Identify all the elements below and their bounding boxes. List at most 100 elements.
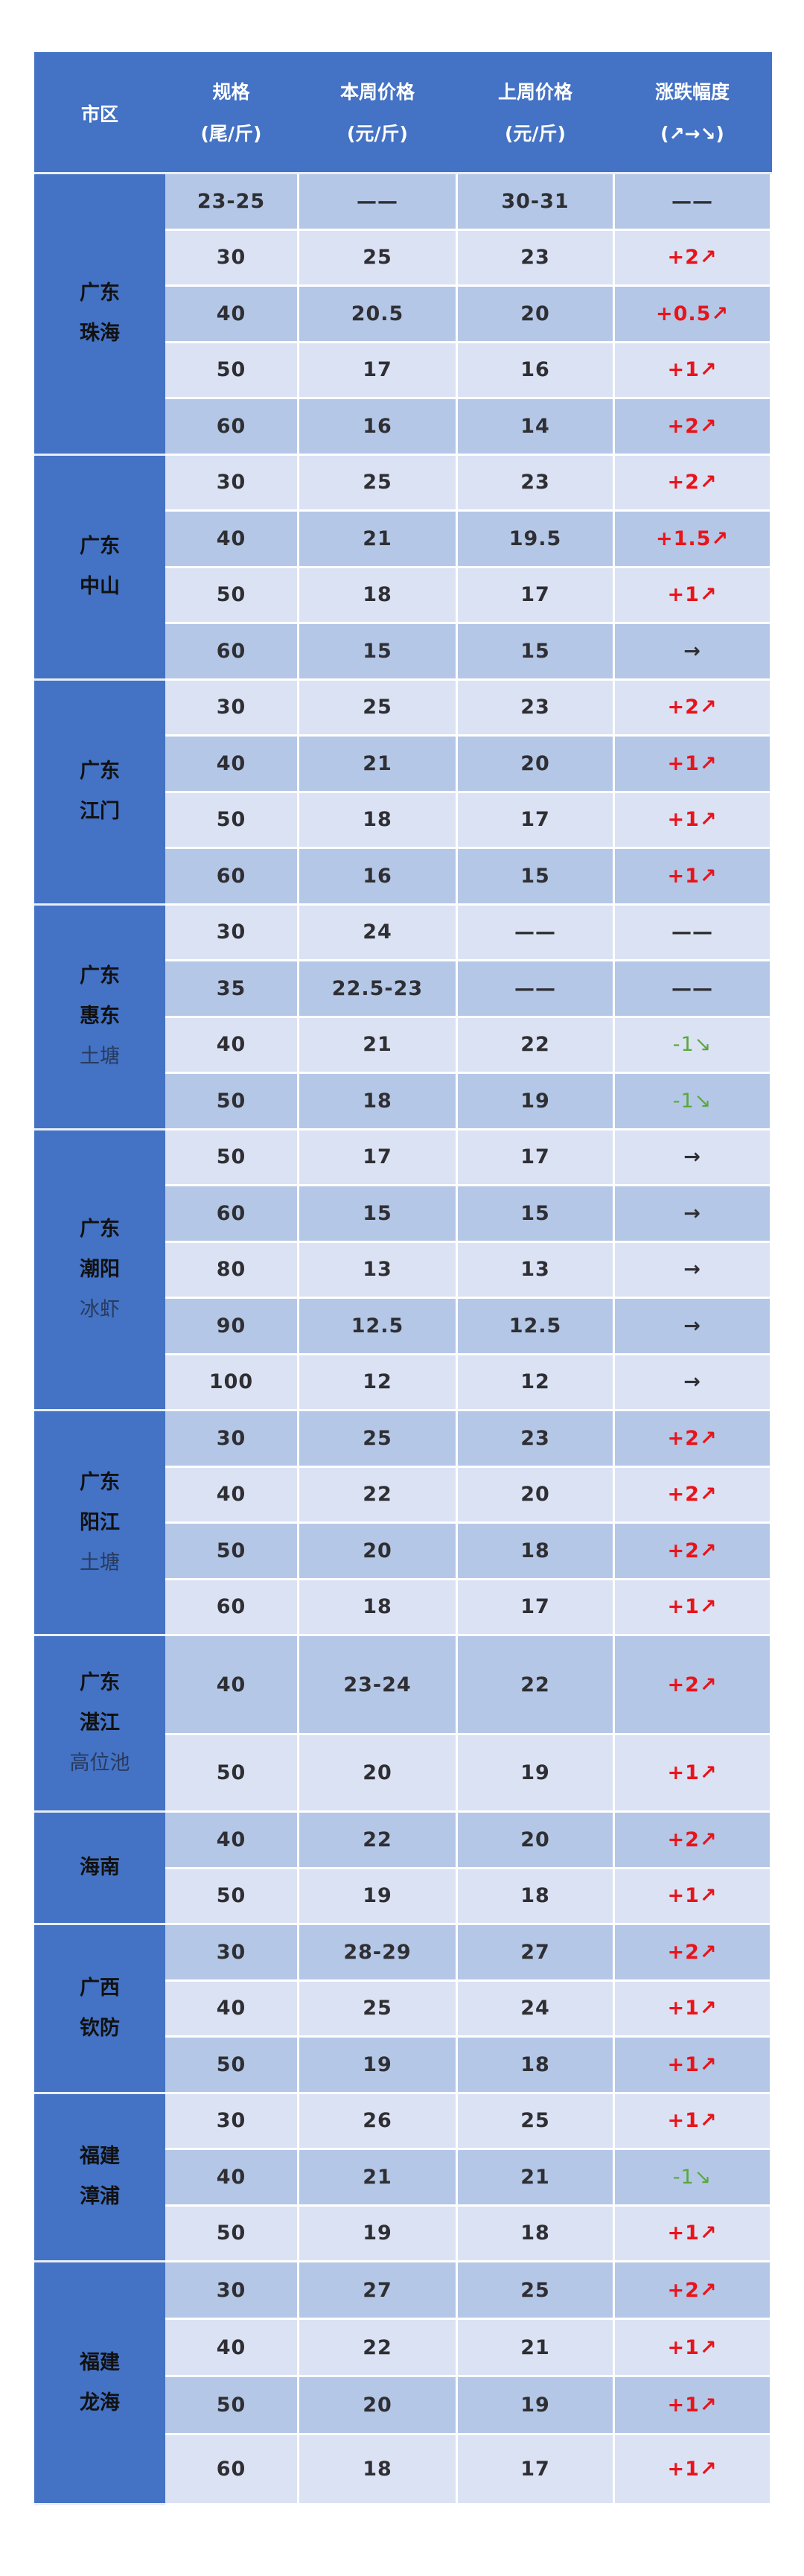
this-week-cell: 20.5 xyxy=(297,284,458,343)
spec-cell: 50 xyxy=(163,1521,299,1580)
change-value: +1 xyxy=(667,864,700,888)
header-spec: 规格 (尾/斤) xyxy=(163,52,299,174)
region-cell: 海南 xyxy=(34,1810,165,1925)
this-week-cell: 24 xyxy=(297,903,458,961)
change-value: +1 xyxy=(667,1997,700,2020)
table-row: 广东 中山 30 25 23 +2↗ xyxy=(34,453,772,681)
table-row: 福建 漳浦 30 26 25 +1↗ xyxy=(34,2091,772,2262)
change-cell: → xyxy=(613,1184,772,1243)
this-week-cell: 20 xyxy=(297,2375,458,2435)
spec-cell: 60 xyxy=(163,1184,299,1243)
spec-cell: 100 xyxy=(163,1352,299,1411)
change-value: +1 xyxy=(667,751,700,775)
change-cell: +2↗ xyxy=(613,453,772,512)
this-week-cell: 21 xyxy=(297,1015,458,1074)
spec-cell: 60 xyxy=(163,1577,299,1636)
change-cell: +2↗ xyxy=(613,1409,772,1468)
last-week-cell: 14 xyxy=(456,397,615,456)
trend-up-arrow-icon: ↗ xyxy=(699,1483,718,1507)
trend-up-arrow-icon: ↗ xyxy=(699,2458,718,2481)
change-cell: +1↗ xyxy=(613,565,772,624)
region-name: 广东 xyxy=(80,1671,120,1694)
region-cell: 广东 惠东 土塘 xyxy=(34,903,165,1130)
this-week-cell: 25 xyxy=(297,678,458,737)
change-value: +2 xyxy=(667,471,700,494)
region-cell: 广东 湛江 高位池 xyxy=(34,1634,165,1813)
last-week-cell: 25 xyxy=(456,2260,615,2320)
table-row: 广西 钦防 30 28-29 27 +2↗ xyxy=(34,1923,772,2094)
this-week-cell: 18 xyxy=(297,1577,458,1636)
region-name: 广东 xyxy=(80,1217,120,1241)
change-cell: +1↗ xyxy=(613,1866,772,1925)
header-label: 涨跌幅度 xyxy=(654,81,730,103)
last-week-cell: 22 xyxy=(456,1015,615,1074)
table-row: 海南 40 22 20 +2↗ xyxy=(34,1810,772,1925)
last-week-cell: 12.5 xyxy=(456,1297,615,1355)
this-week-cell: 22 xyxy=(297,2318,458,2377)
spec-cell: 60 xyxy=(163,622,299,681)
region-cell: 广东 阳江 土塘 xyxy=(34,1409,165,1636)
trend-flat-arrow-icon: → xyxy=(683,1370,701,1394)
change-cell: +1↗ xyxy=(613,1577,772,1636)
header-label: 本周价格 xyxy=(339,81,415,103)
trend-up-arrow-icon: ↗ xyxy=(699,358,718,382)
change-cell: +2↗ xyxy=(613,1634,772,1735)
change-cell: +1↗ xyxy=(613,2433,772,2505)
table-row: 40 25 24 +1↗ xyxy=(36,1979,772,2038)
change-value: +2 xyxy=(667,414,700,438)
trend-up-arrow-icon: ↗ xyxy=(699,696,718,719)
change-value: +1 xyxy=(667,583,700,607)
change-value: —— xyxy=(671,976,713,1000)
spec-cell: 80 xyxy=(163,1240,299,1299)
table-row: 50 18 17 +1↗ xyxy=(36,565,772,624)
region-name: 福建 xyxy=(80,2350,120,2374)
change-cell: +1↗ xyxy=(613,1733,772,1813)
change-cell: +1↗ xyxy=(613,2091,772,2150)
region-subtype: 土塘 xyxy=(80,1551,120,1574)
this-week-cell: 22 xyxy=(297,1465,458,1524)
change-cell: → xyxy=(613,622,772,681)
region-name: 广东 xyxy=(80,282,120,305)
change-cell: -1↘ xyxy=(613,2148,772,2207)
table-row: 40 20.5 20 +0.5↗ xyxy=(36,284,772,343)
this-week-cell: 25 xyxy=(297,228,458,287)
spec-cell: 60 xyxy=(163,397,299,456)
trend-up-arrow-icon: ↗ xyxy=(699,2052,718,2076)
table-row: 40 21 22 -1↘ xyxy=(36,1015,772,1074)
region-cell: 广东 中山 xyxy=(34,453,165,681)
this-week-cell: 12.5 xyxy=(297,1297,458,1355)
spec-cell: 40 xyxy=(163,1465,299,1524)
header-unit: (尾/斤) xyxy=(200,123,262,144)
trend-down-arrow-icon: ↘ xyxy=(694,1033,712,1057)
region-name: 福建 xyxy=(80,2145,120,2169)
table-row: 90 12.5 12.5 → xyxy=(36,1297,772,1355)
spec-cell: 30 xyxy=(163,1923,299,1982)
change-cell: → xyxy=(613,1128,772,1186)
trend-up-arrow-icon: ↗ xyxy=(699,1673,718,1696)
trend-up-arrow-icon: ↗ xyxy=(699,864,718,888)
table-row: 广东 惠东 土塘 30 24 —— —— xyxy=(34,903,772,1130)
this-week-cell: 25 xyxy=(297,1979,458,2038)
table-row: 60 16 14 +2↗ xyxy=(36,397,772,456)
change-cell: +1↗ xyxy=(613,2035,772,2094)
table-row: 35 22.5-23 —— —— xyxy=(36,959,772,1018)
last-week-cell: 20 xyxy=(456,1465,615,1524)
trend-up-arrow-icon: ↗ xyxy=(699,1761,718,1784)
header-unit: (元/斤) xyxy=(347,123,408,144)
header-region: 市区 xyxy=(34,52,165,174)
spec-cell: 30 xyxy=(163,678,299,737)
region-name: 潮阳 xyxy=(80,1257,120,1281)
change-cell: +2↗ xyxy=(613,228,772,287)
trend-flat-arrow-icon: → xyxy=(683,1314,701,1338)
table-row: 50 17 16 +1↗ xyxy=(36,340,772,399)
region-cell: 广东 潮阳 冰虾 xyxy=(34,1128,165,1411)
change-cell: +2↗ xyxy=(613,1810,772,1869)
trend-up-arrow-icon: ↗ xyxy=(699,1426,718,1450)
table-row: 60 15 15 → xyxy=(36,1184,772,1243)
spec-cell: 30 xyxy=(163,453,299,512)
table-row: 50 20 18 +2↗ xyxy=(36,1521,772,1580)
this-week-cell: 18 xyxy=(297,1072,458,1130)
trend-up-arrow-icon: ↗ xyxy=(699,2335,718,2359)
change-cell: -1↘ xyxy=(613,1072,772,1130)
trend-up-arrow-icon: ↗ xyxy=(699,2109,718,2133)
